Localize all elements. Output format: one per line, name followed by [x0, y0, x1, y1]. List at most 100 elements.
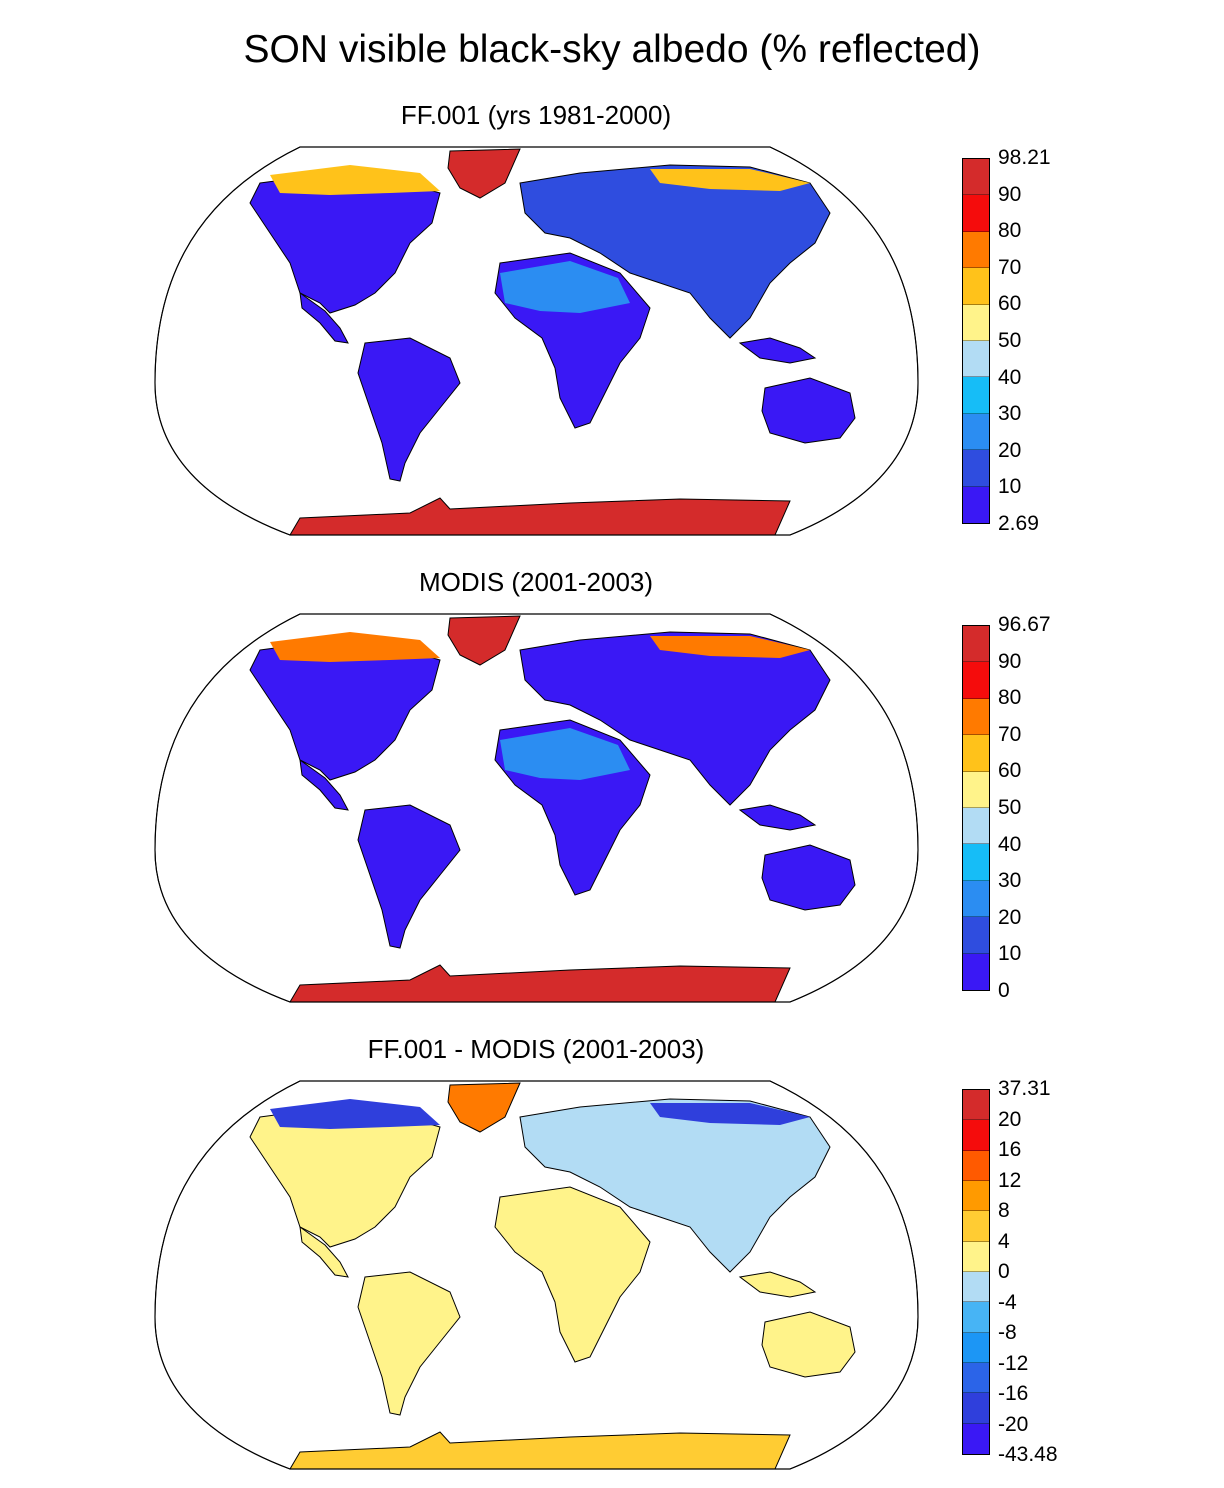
- region-arctic-north-america: [270, 1099, 440, 1129]
- map-modis: [154, 613, 919, 1003]
- colorbar-tick-label: 12: [998, 1168, 1022, 1192]
- colorbar-segment: [963, 340, 989, 378]
- colorbar-tick-label: 0: [998, 979, 1010, 1002]
- colorbar-segment: [963, 1302, 989, 1333]
- region-arctic-eurasia: [650, 169, 810, 191]
- colorbar-tick-label: 20: [998, 438, 1022, 462]
- region-greenland: [447, 615, 521, 666]
- region-greenland: [447, 1082, 521, 1133]
- region-sahara: [500, 261, 630, 313]
- colorbar-segment: [963, 1332, 989, 1363]
- continent-australia: [761, 844, 856, 911]
- colorbar-segment: [963, 1241, 989, 1272]
- map-border: [154, 146, 919, 536]
- colorbar-segment: [963, 1393, 989, 1424]
- region-maritime-asia: [738, 804, 817, 831]
- colorbar-tick-label: -4: [998, 1290, 1017, 1314]
- panel-title-ff001: FF.001 (yrs 1981-2000): [400, 100, 672, 130]
- colorbar-tick-label: 60: [998, 759, 1022, 783]
- colorbar-tick-label: 16: [998, 1138, 1022, 1161]
- colorbar-tick-label: 40: [998, 365, 1022, 389]
- colorbar-segment: [963, 953, 989, 990]
- colorbar-tick-label: 30: [998, 869, 1022, 893]
- colorbar-segment: [963, 1090, 989, 1121]
- continent-eurasia: [519, 164, 831, 339]
- region-arctic-north-america: [270, 165, 440, 195]
- colorbar-segment: [963, 807, 989, 845]
- colorbar-tick-label: 60: [998, 292, 1022, 316]
- colorbar-tick-label: -43.48: [998, 1443, 1058, 1466]
- continent-australia: [761, 377, 856, 444]
- colorbar-segment: [963, 268, 989, 305]
- region-maritime-asia: [738, 1271, 817, 1298]
- colorbar-segment: [963, 1211, 989, 1242]
- region-maritime-asia: [738, 337, 817, 364]
- continent-central-america: [299, 291, 349, 344]
- colorbar-tick-label: 8: [998, 1199, 1010, 1222]
- colorbar-segment: [963, 413, 989, 451]
- colorbar-tick-label: 30: [998, 402, 1022, 426]
- colorbar-segment: [963, 486, 989, 523]
- colorbar-tick-label: 0: [998, 1260, 1010, 1283]
- map-ff001: [154, 146, 919, 536]
- figure-title: SON visible black-sky albedo (% reflecte…: [243, 28, 981, 71]
- map-diff: [154, 1080, 919, 1470]
- colorbar-segment: [963, 450, 989, 487]
- colorbar-tick-label: -20: [998, 1412, 1029, 1436]
- colorbar-tick-label: 90: [998, 649, 1022, 673]
- continent-south-america: [357, 804, 461, 949]
- colorbar-ff001: [962, 158, 990, 524]
- colorbar-tick-label: 70: [998, 722, 1022, 746]
- panel-title-diff: FF.001 - MODIS (2001-2003): [367, 1034, 705, 1064]
- colorbar-tick-label: 98.21: [998, 146, 1051, 169]
- colorbar-tick-label: 80: [998, 219, 1022, 243]
- colorbar-segment: [963, 662, 989, 699]
- colorbar-tick-label: 4: [998, 1229, 1010, 1253]
- continent-australia: [761, 1311, 856, 1378]
- colorbar-tick-label: 10: [998, 942, 1022, 966]
- continent-south-america: [357, 1271, 461, 1416]
- colorbar-tick-label: 96.67: [998, 613, 1051, 636]
- continent-central-america: [299, 1225, 349, 1278]
- panel-title-modis: MODIS (2001-2003): [418, 567, 654, 597]
- colorbar-tick-label: 80: [998, 686, 1022, 710]
- colorbar-segment: [963, 698, 989, 736]
- region-arctic-eurasia: [650, 636, 810, 658]
- colorbar-segment: [963, 1423, 989, 1454]
- colorbar-segment: [963, 771, 989, 808]
- colorbar-tick-label: 2.69: [998, 512, 1039, 535]
- colorbar-tick-label: 20: [998, 1107, 1022, 1131]
- region-sahara: [500, 1195, 630, 1247]
- continent-central-america: [299, 758, 349, 811]
- colorbar-tick-label: 90: [998, 182, 1022, 206]
- colorbar-tick-label: 37.31: [998, 1077, 1051, 1100]
- colorbar-segment: [963, 1150, 989, 1181]
- colorbar-segment: [963, 844, 989, 881]
- colorbar-segment: [963, 195, 989, 232]
- colorbar-tick-label: 20: [998, 905, 1022, 929]
- colorbar-segment: [963, 304, 989, 341]
- map-border: [154, 1080, 919, 1470]
- region-arctic-eurasia: [650, 1103, 810, 1125]
- continent-eurasia: [519, 1098, 831, 1273]
- colorbar-tick-label: 40: [998, 832, 1022, 856]
- colorbar-modis: [962, 625, 990, 991]
- colorbar-segment: [963, 159, 989, 196]
- continent-eurasia: [519, 631, 831, 806]
- colorbar-segment: [963, 917, 989, 954]
- continent-south-america: [357, 337, 461, 482]
- colorbar-tick-label: -16: [998, 1382, 1029, 1405]
- colorbar-segment: [963, 377, 989, 414]
- colorbar-segment: [963, 735, 989, 772]
- map-border: [154, 613, 919, 1003]
- colorbar-segment: [963, 1180, 989, 1212]
- colorbar-diff: [962, 1089, 990, 1455]
- colorbar-segment: [963, 231, 989, 269]
- colorbar-tick-label: 70: [998, 255, 1022, 279]
- colorbar-tick-label: 50: [998, 329, 1022, 352]
- colorbar-segment: [963, 1120, 989, 1151]
- colorbar-segment: [963, 1271, 989, 1303]
- region-sahara: [500, 728, 630, 780]
- colorbar-tick-label: -12: [998, 1351, 1029, 1375]
- colorbar-segment: [963, 880, 989, 918]
